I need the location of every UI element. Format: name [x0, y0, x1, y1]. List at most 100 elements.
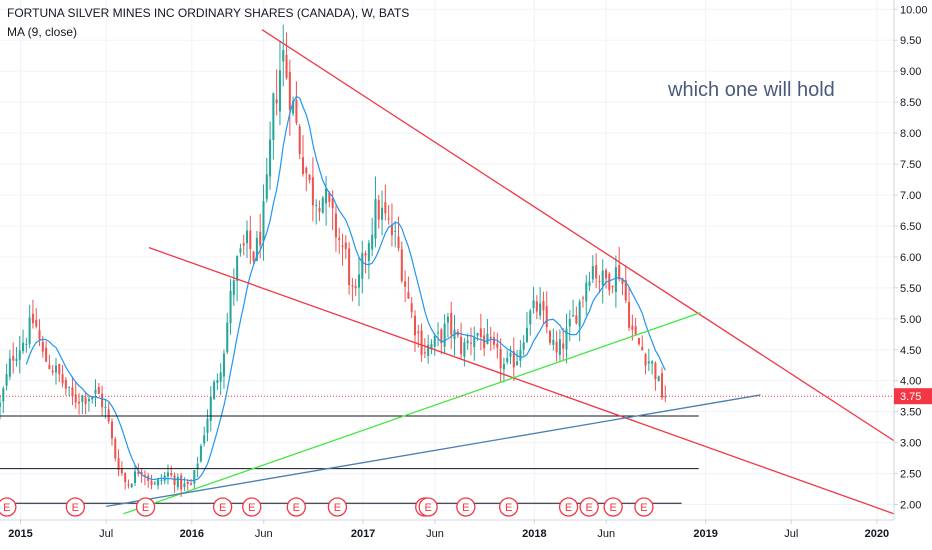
candle-body: [374, 198, 377, 239]
earnings-marker[interactable]: E: [558, 497, 579, 517]
candle-body: [552, 339, 555, 345]
earnings-marker[interactable]: E: [65, 497, 86, 517]
candle-body: [568, 319, 571, 327]
earnings-marker[interactable]: E: [456, 497, 476, 517]
candle-body: [529, 310, 532, 325]
candle-body: [22, 342, 25, 352]
earnings-marker-label: E: [219, 502, 226, 514]
earnings-marker[interactable]: E: [286, 497, 306, 517]
current-price-label: 3.75: [900, 391, 921, 403]
candle-body: [489, 337, 492, 339]
candle-body: [407, 291, 410, 299]
earnings-marker[interactable]: E: [212, 497, 233, 517]
candle-body: [150, 480, 153, 485]
earnings-marker[interactable]: E: [135, 497, 156, 517]
candle-body: [120, 468, 123, 474]
candle-body: [0, 402, 2, 407]
candle-body: [437, 332, 440, 334]
candle-body: [628, 302, 631, 328]
candle-body: [657, 376, 660, 382]
time-tick-label: Jun: [597, 528, 615, 540]
time-tick-label: 2020: [865, 528, 889, 540]
candle-body: [516, 361, 519, 365]
earnings-marker-label: E: [609, 502, 616, 514]
candle-body: [654, 362, 657, 380]
candle-body: [199, 445, 202, 462]
earnings-marker[interactable]: E: [634, 497, 654, 517]
time-axis-background: [0, 520, 894, 550]
earnings-marker[interactable]: E: [603, 497, 623, 517]
earnings-marker-label: E: [462, 502, 469, 514]
candle-body: [58, 363, 61, 375]
earnings-marker-circle: [135, 497, 156, 517]
earnings-marker[interactable]: E: [499, 497, 519, 517]
candle-body: [196, 463, 199, 469]
candle-body: [631, 325, 634, 330]
earnings-marker[interactable]: E: [0, 497, 17, 517]
indicator-legend[interactable]: MA (9, close): [7, 25, 78, 39]
candle-body: [74, 394, 77, 403]
candle-body: [641, 346, 644, 351]
earnings-markers[interactable]: EEEEEEEEEEEEEEE: [0, 497, 654, 517]
candle-body: [45, 347, 48, 362]
candle-body: [493, 337, 496, 345]
candle-body: [338, 237, 341, 240]
candle-body: [618, 264, 621, 280]
earnings-marker-label: E: [640, 502, 647, 514]
earnings-marker-label: E: [248, 502, 255, 514]
candle-body: [12, 355, 15, 361]
time-axis[interactable]: 2015 Jul 2016 Jun 2017 Jun 2018 Jun 2019 Jul 2020: [0, 519, 894, 550]
candle-body: [502, 363, 505, 370]
candle-body: [298, 126, 301, 155]
candle-body: [166, 472, 169, 477]
candle-body: [588, 281, 591, 286]
candle-body: [509, 352, 512, 357]
candle-body: [190, 483, 193, 485]
candle-body: [351, 285, 354, 287]
earnings-marker-label: E: [72, 502, 79, 514]
candle-body: [288, 72, 291, 110]
earnings-marker[interactable]: E: [327, 497, 348, 517]
earnings-marker[interactable]: E: [242, 497, 262, 517]
candle-body: [651, 361, 654, 364]
candle-body: [664, 396, 667, 398]
candle-body: [473, 337, 476, 348]
candle-body: [71, 387, 74, 397]
chart-gridlines: [0, 0, 894, 520]
candle-body: [222, 353, 225, 377]
candle-body: [315, 204, 318, 206]
candle-body: [469, 342, 472, 344]
earnings-marker[interactable]: E: [579, 497, 599, 517]
candle-body: [18, 350, 21, 360]
candle-body: [644, 354, 647, 366]
candle-body: [522, 342, 525, 350]
price-tick-label: 8.50: [900, 97, 921, 109]
candle-body: [499, 348, 502, 369]
price-tick-label: 3.50: [900, 407, 921, 419]
candle-body: [5, 374, 8, 386]
candle-body: [203, 435, 206, 444]
price-axis[interactable]: 2.00 2.50 3.00 3.50 4.00 4.50 5.00 5.50 6.00 6.50…: [893, 0, 932, 550]
price-tick-label: 2.50: [900, 469, 921, 481]
candle-body: [140, 471, 143, 475]
candle-body: [137, 471, 140, 474]
candle-body: [245, 230, 249, 244]
candle-body: [348, 248, 351, 286]
ma-line: [25, 95, 666, 482]
candle-body: [78, 401, 81, 404]
candle-body: [539, 303, 542, 316]
candle-body: [173, 475, 176, 486]
candle-body: [598, 280, 601, 282]
candle-body: [357, 274, 361, 288]
earnings-marker-circle: [0, 497, 17, 517]
chart-annotation: which one will hold: [668, 79, 835, 101]
candle-body: [394, 230, 397, 232]
candle-body: [463, 342, 466, 357]
time-tick-label: 2018: [522, 528, 546, 540]
candle-body: [519, 349, 522, 361]
earnings-marker[interactable]: E: [418, 497, 438, 517]
candle-body: [555, 341, 558, 353]
candle-body: [176, 477, 179, 488]
candle-body: [31, 313, 34, 324]
